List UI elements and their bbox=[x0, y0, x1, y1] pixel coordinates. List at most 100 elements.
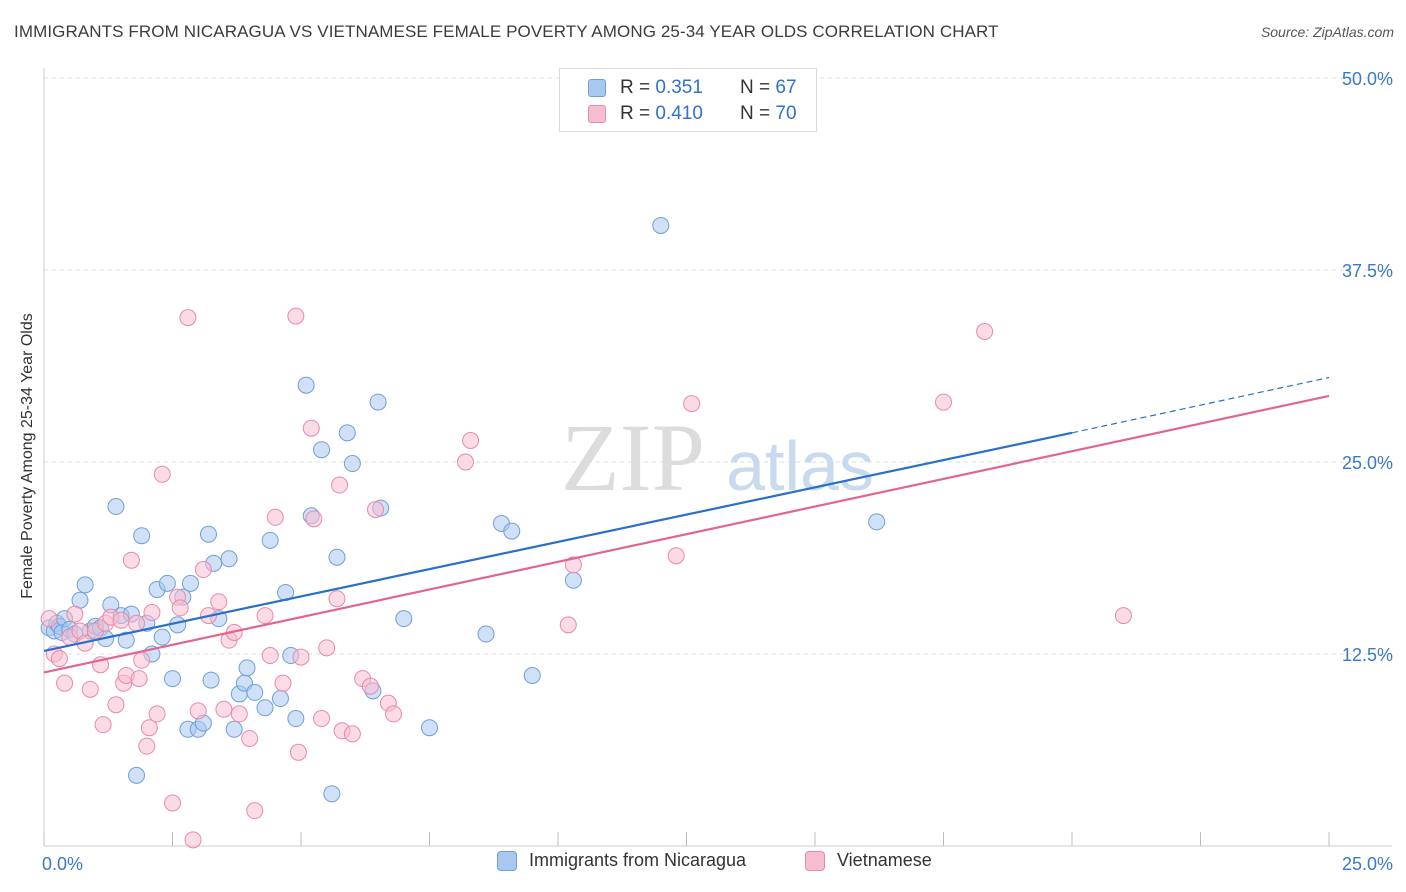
point-vietnamese bbox=[50, 650, 68, 668]
point-nicaragua bbox=[297, 376, 315, 394]
legend-n-value: 67 bbox=[775, 77, 797, 98]
point-vietnamese bbox=[331, 476, 349, 494]
point-vietnamese bbox=[179, 309, 197, 327]
point-vietnamese bbox=[385, 705, 403, 723]
point-nicaragua bbox=[158, 574, 176, 592]
point-nicaragua bbox=[181, 574, 199, 592]
legend-item-vietnamese: Vietnamese bbox=[805, 850, 932, 871]
point-vietnamese bbox=[256, 607, 274, 625]
point-nicaragua bbox=[477, 625, 495, 643]
point-vietnamese bbox=[313, 710, 331, 728]
point-vietnamese bbox=[138, 737, 156, 755]
point-vietnamese bbox=[559, 616, 577, 634]
legend-label-vietnamese: Vietnamese bbox=[837, 850, 932, 870]
y-tick-label: 50.0% bbox=[1342, 69, 1393, 89]
point-vietnamese bbox=[184, 831, 202, 849]
trend-lines bbox=[43, 376, 1330, 674]
point-vietnamese bbox=[456, 453, 474, 471]
y-tick-label: 37.5% bbox=[1342, 261, 1393, 281]
point-vietnamese bbox=[130, 670, 148, 688]
point-vietnamese bbox=[274, 674, 292, 692]
point-nicaragua bbox=[76, 576, 94, 594]
point-vietnamese bbox=[361, 677, 379, 695]
point-vietnamese bbox=[261, 647, 279, 665]
legend-r-value: 0.351 bbox=[655, 77, 703, 98]
watermark: ZIP atlas bbox=[561, 404, 874, 511]
point-nicaragua bbox=[369, 393, 387, 411]
point-vietnamese bbox=[153, 465, 171, 483]
y-tick-label: 12.5% bbox=[1342, 645, 1393, 665]
gridlines bbox=[44, 77, 1392, 655]
point-vietnamese bbox=[246, 802, 264, 820]
point-nicaragua bbox=[256, 699, 274, 717]
correlation-legend: R = 0.351 N = 67 R = 0.410 N = 70 bbox=[559, 68, 817, 132]
point-vietnamese bbox=[112, 611, 130, 629]
series-legend: Immigrants from Nicaragua Vietnamese bbox=[0, 850, 1406, 878]
point-vietnamese bbox=[367, 501, 385, 519]
legend-swatch-blue bbox=[497, 850, 517, 871]
point-nicaragua bbox=[313, 441, 331, 459]
point-vietnamese bbox=[171, 599, 189, 617]
point-nicaragua bbox=[564, 571, 582, 589]
y-tick-label: 25.0% bbox=[1342, 453, 1393, 473]
series-vietnamese-points bbox=[40, 307, 1132, 849]
chart-title: IMMIGRANTS FROM NICARAGUA VS VIETNAMESE … bbox=[14, 22, 999, 41]
point-vietnamese bbox=[122, 551, 140, 569]
point-nicaragua bbox=[202, 671, 220, 689]
point-vietnamese bbox=[935, 393, 952, 411]
x-tick-label-min: 0.0% bbox=[42, 854, 83, 874]
point-nicaragua bbox=[328, 548, 346, 566]
watermark-zip: ZIP bbox=[561, 404, 705, 511]
point-nicaragua bbox=[238, 659, 256, 677]
legend-label-nicaragua: Immigrants from Nicaragua bbox=[529, 850, 747, 870]
point-nicaragua bbox=[128, 766, 146, 784]
point-nicaragua bbox=[523, 667, 541, 685]
point-nicaragua bbox=[271, 690, 289, 708]
legend-row-vietnamese: R = 0.410 N = 70 bbox=[588, 103, 797, 125]
legend-n-label: N = bbox=[740, 77, 771, 98]
point-nicaragua bbox=[133, 527, 151, 545]
point-nicaragua bbox=[868, 513, 886, 531]
trend-line-vietnamese bbox=[43, 394, 1330, 674]
point-vietnamese bbox=[266, 508, 284, 526]
trend-line-nicaragua bbox=[43, 431, 1073, 653]
point-vietnamese bbox=[976, 322, 994, 340]
point-nicaragua bbox=[323, 785, 341, 803]
legend-swatch-pink bbox=[805, 850, 825, 871]
point-vietnamese bbox=[194, 561, 212, 579]
legend-swatch-pink bbox=[588, 105, 606, 123]
legend-n-label: N = bbox=[740, 103, 771, 124]
point-nicaragua bbox=[199, 525, 217, 543]
legend-r-label: R = bbox=[620, 103, 651, 124]
legend-r-value: 0.410 bbox=[655, 103, 703, 124]
point-vietnamese bbox=[667, 547, 685, 565]
series-nicaragua-points bbox=[40, 216, 886, 803]
point-vietnamese bbox=[140, 719, 158, 737]
point-nicaragua bbox=[395, 610, 413, 628]
point-vietnamese bbox=[215, 700, 233, 718]
point-nicaragua bbox=[338, 424, 356, 442]
point-nicaragua bbox=[220, 550, 238, 568]
point-vietnamese bbox=[133, 651, 151, 669]
point-nicaragua bbox=[107, 498, 125, 516]
point-vietnamese bbox=[462, 431, 480, 449]
axes bbox=[43, 68, 1392, 847]
legend-swatch-blue bbox=[588, 79, 606, 97]
point-vietnamese bbox=[210, 593, 228, 611]
point-vietnamese bbox=[292, 648, 310, 666]
point-nicaragua bbox=[261, 531, 279, 549]
point-vietnamese bbox=[318, 639, 336, 657]
point-vietnamese bbox=[343, 725, 361, 743]
point-vietnamese bbox=[1114, 607, 1132, 625]
point-nicaragua bbox=[287, 710, 305, 728]
point-vietnamese bbox=[143, 604, 161, 622]
point-vietnamese bbox=[302, 419, 320, 437]
point-nicaragua bbox=[246, 683, 264, 701]
tick-labels: 12.5% 25.0% 37.5% 50.0% 0.0% 25.0% bbox=[42, 69, 1393, 874]
point-vietnamese bbox=[94, 716, 112, 734]
point-nicaragua bbox=[343, 455, 361, 473]
point-vietnamese bbox=[66, 605, 84, 623]
point-nicaragua bbox=[117, 631, 135, 649]
point-vietnamese bbox=[164, 794, 181, 812]
